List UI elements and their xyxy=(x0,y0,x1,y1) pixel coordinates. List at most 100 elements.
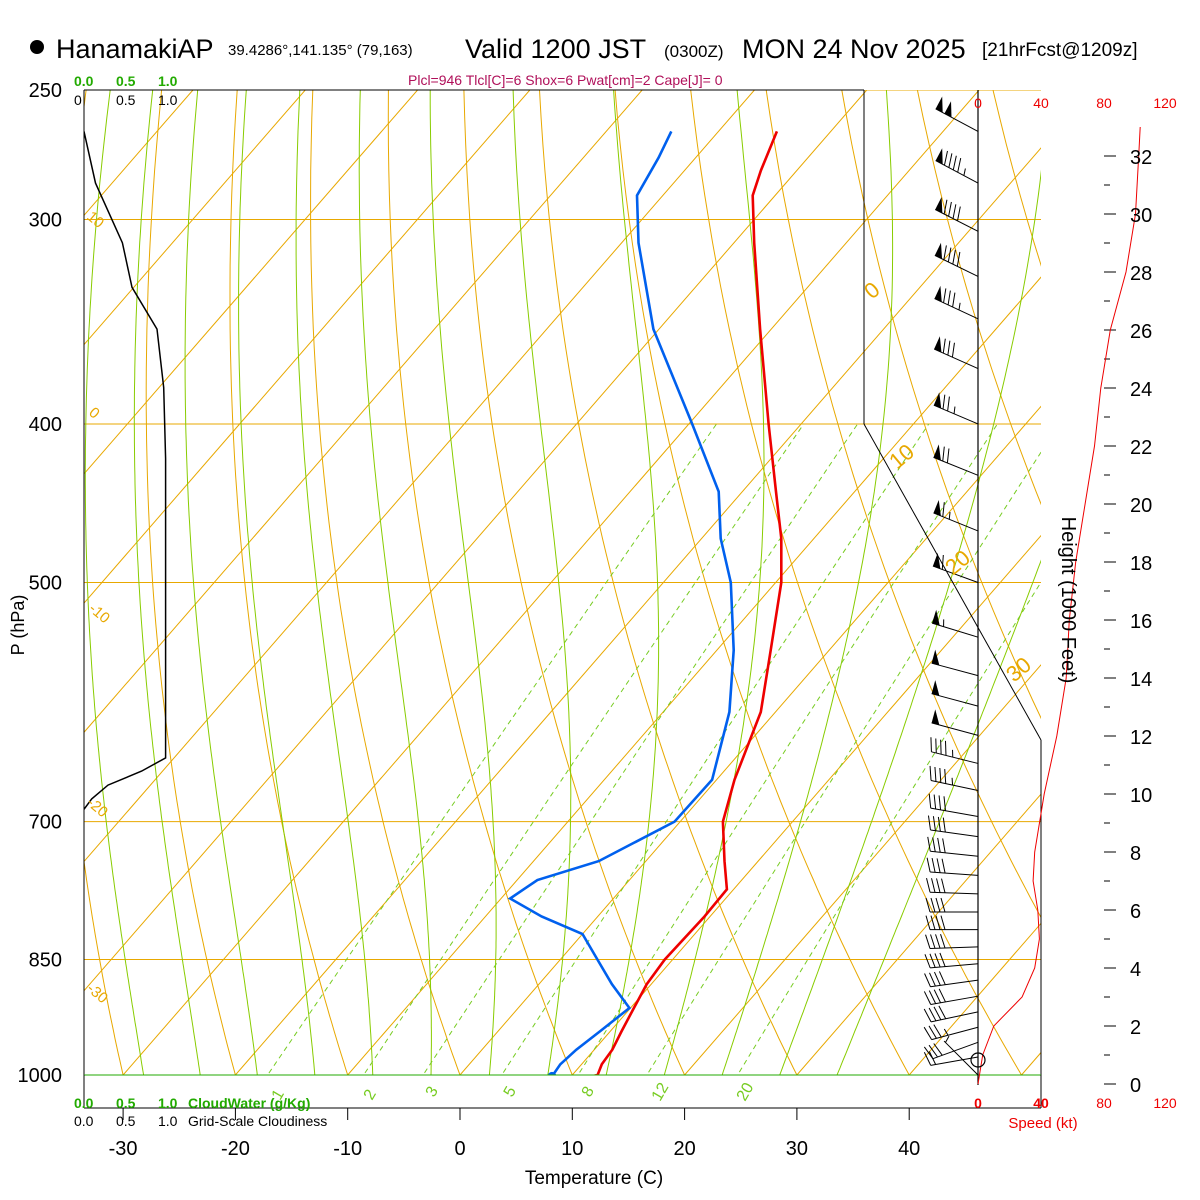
barb-flag xyxy=(943,245,947,260)
wind-barb xyxy=(930,737,979,764)
wind-barb xyxy=(924,971,979,988)
barb-pennant xyxy=(932,552,941,569)
barb-flag xyxy=(929,972,936,987)
barb-staff xyxy=(930,1056,979,1066)
barb-flag xyxy=(928,1025,937,1039)
station-name: HanamakiAP xyxy=(56,34,214,64)
pressure-tick-400: 400 xyxy=(29,414,62,436)
wind-barb xyxy=(923,1005,979,1023)
wind-barb xyxy=(925,897,978,913)
dewpoint-line xyxy=(507,130,736,1075)
barb-flag xyxy=(924,954,931,969)
mixing-ratio-line xyxy=(363,423,805,1075)
barb-flag xyxy=(928,1044,938,1058)
barb-flag xyxy=(936,858,941,873)
wind-barb xyxy=(935,148,979,184)
barb-flag xyxy=(933,1024,942,1038)
temperature-tick-label: -30 xyxy=(109,1138,138,1160)
valid-utc: (0300Z) xyxy=(664,42,724,61)
barb-flag xyxy=(952,204,957,219)
barb-flag xyxy=(943,288,947,303)
barb-flag xyxy=(940,934,946,949)
barb-flag xyxy=(934,953,941,968)
barb-staff xyxy=(935,108,979,132)
barb-half-flag xyxy=(963,168,966,176)
barb-staff xyxy=(930,807,979,817)
moist-adiabat xyxy=(184,90,258,1075)
barb-flag xyxy=(923,1008,932,1023)
cloudiness-line xyxy=(84,131,167,810)
wind-speed-line xyxy=(977,126,1141,1085)
barb-flag xyxy=(926,857,931,873)
barb-flag xyxy=(938,988,946,1003)
barb-flag xyxy=(956,251,961,267)
mixing-ratio-line xyxy=(501,423,930,1075)
dry-adiabat xyxy=(916,90,1041,506)
cloudwater-bottom-tick: 1.0 xyxy=(158,1095,178,1111)
barb-flag xyxy=(923,1052,932,1066)
barb-flag xyxy=(928,793,932,809)
barb-flag xyxy=(934,971,941,986)
dry-adiabat xyxy=(992,90,1041,267)
wind-barb xyxy=(931,649,979,677)
speed-top-tick: 120 xyxy=(1153,95,1177,111)
barb-flag xyxy=(951,342,955,358)
isotherm xyxy=(84,90,755,863)
height-tick-label: 16 xyxy=(1130,611,1152,633)
barb-flag xyxy=(933,1006,942,1021)
moist-adiabat xyxy=(605,90,660,1075)
dry-adiabat-label: 30 xyxy=(1001,652,1036,687)
wind-barb xyxy=(932,552,979,583)
mixing-ratio-label: 8 xyxy=(579,1084,598,1100)
wind-barb xyxy=(933,336,979,370)
barb-flag xyxy=(942,838,946,853)
wind-barb xyxy=(926,877,979,895)
dry-adiabat-label: 20 xyxy=(940,545,975,580)
valid-date: MON 24 Nov 2025 xyxy=(742,34,966,64)
barb-flag xyxy=(928,1007,937,1022)
height-tick-label: 2 xyxy=(1130,1017,1141,1039)
barb-flag xyxy=(925,915,931,930)
barb-flag xyxy=(927,815,931,831)
barb-flag xyxy=(935,934,941,949)
dry-adiabat xyxy=(538,90,798,1075)
surface-dewpoint-dot xyxy=(547,1071,557,1075)
speed-bottom-tick: 80 xyxy=(1096,1095,1112,1111)
barb-flag xyxy=(947,247,952,263)
barb-staff xyxy=(930,871,979,876)
barb-flag xyxy=(942,338,946,354)
barb-flag xyxy=(933,794,937,810)
axes xyxy=(83,89,1116,1120)
mixing-ratio-line xyxy=(266,423,717,1075)
isotherm-label: 0 xyxy=(85,404,102,422)
moist-adiabat xyxy=(721,90,894,1075)
isotherm xyxy=(84,90,418,475)
moist-adiabat xyxy=(238,90,316,1075)
speed-bottom-tick: 120 xyxy=(1153,1095,1177,1111)
barb-flag xyxy=(929,953,936,968)
pressure-axis-title: P (hPa) xyxy=(8,595,28,656)
dry-adiabat xyxy=(0,61,17,1110)
barb-pennant xyxy=(934,285,942,302)
cloudwater-top-tick: 1.0 xyxy=(158,73,178,89)
barb-flag xyxy=(925,897,931,913)
barb-flag xyxy=(923,1026,933,1040)
barb-flag xyxy=(952,155,957,171)
barb-staff xyxy=(930,963,979,969)
mixing-ratio-label: 12 xyxy=(649,1080,673,1104)
barb-flag xyxy=(936,878,941,893)
speed-top-tick: 0 xyxy=(974,95,982,111)
wind-profile xyxy=(923,96,1141,1085)
barb-half-flag xyxy=(958,302,961,311)
barb-staff xyxy=(931,722,979,736)
wind-barb xyxy=(925,915,978,931)
cloudiness-top-tick: 0 xyxy=(74,92,82,108)
moist-adiabat xyxy=(133,90,201,1075)
isotherm xyxy=(347,276,1041,1075)
station-marker-icon xyxy=(30,40,44,54)
wind-barb xyxy=(933,444,979,476)
height-tick-label: 0 xyxy=(1130,1075,1141,1097)
speed-top-tick: 80 xyxy=(1096,95,1112,111)
barb-staff xyxy=(935,209,979,232)
mixing-ratio-line xyxy=(422,423,859,1075)
